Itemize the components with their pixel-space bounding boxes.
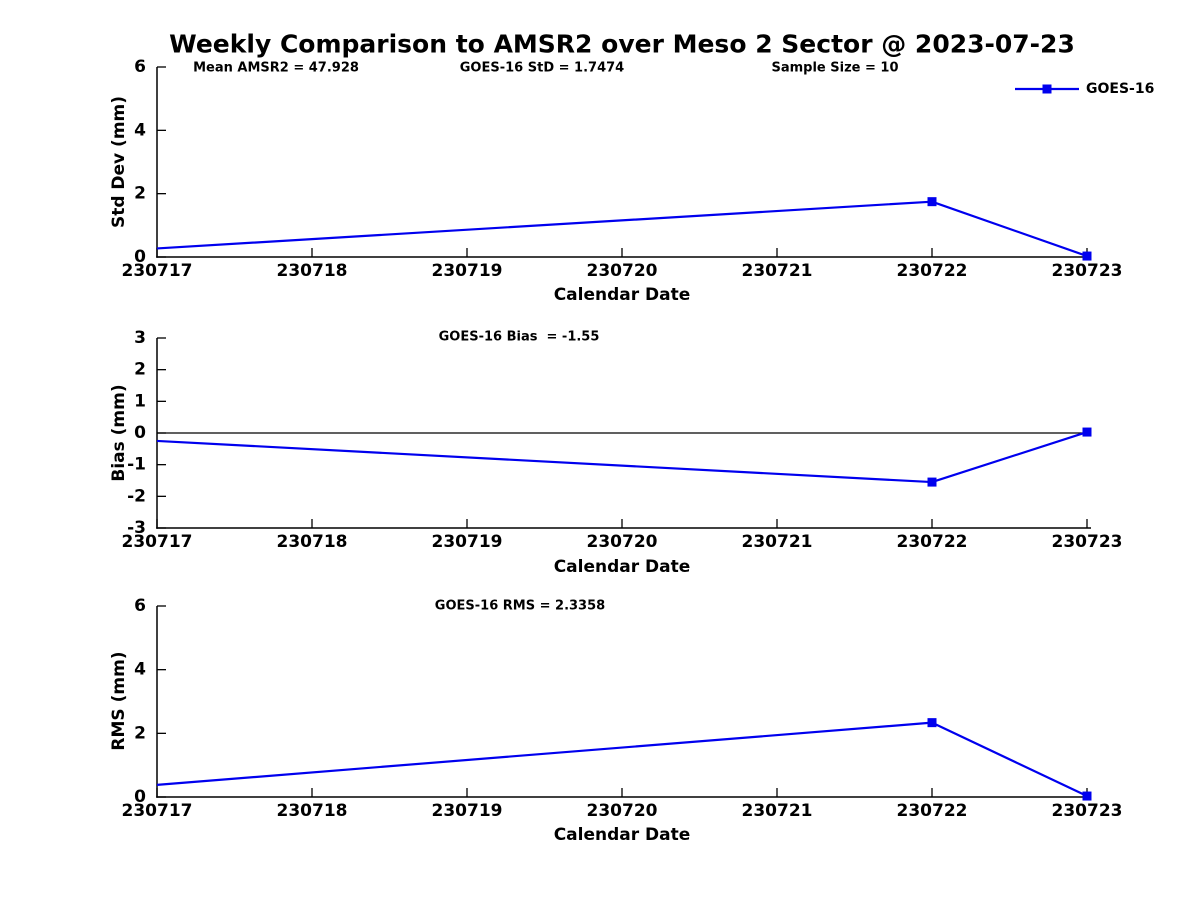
y-tick-label: 0 <box>134 787 146 807</box>
x-tick-label: 230717 <box>122 532 193 552</box>
x-tick-label: 230720 <box>587 261 658 281</box>
y-tick-label: -3 <box>127 518 146 538</box>
data-marker <box>927 197 937 207</box>
x-tick-label: 230718 <box>277 801 348 821</box>
x-axis-label-3: Calendar Date <box>553 825 691 845</box>
x-tick-label: 230719 <box>432 532 503 552</box>
x-tick-label: 230723 <box>1052 532 1123 552</box>
y-tick-label: 6 <box>134 57 146 77</box>
x-axis-label-2: Calendar Date <box>553 557 691 577</box>
y-tick-label: -1 <box>127 455 146 475</box>
x-tick-label: 230721 <box>742 261 813 281</box>
y-tick-label: 2 <box>134 360 146 380</box>
x-tick-label: 230718 <box>277 532 348 552</box>
x-tick-label: 230719 <box>432 801 503 821</box>
y-axis-label-stddev: Std Dev (mm) <box>109 95 129 229</box>
x-tick-label: 230719 <box>432 261 503 281</box>
data-marker <box>1082 251 1092 261</box>
y-tick-label: -2 <box>127 486 146 506</box>
annotation-sample-size: Sample Size = 10 <box>771 60 899 76</box>
y-tick-label: 1 <box>134 391 146 411</box>
legend: GOES-16 <box>1014 80 1154 98</box>
data-marker <box>927 718 937 728</box>
y-tick-label: 0 <box>134 247 146 267</box>
x-tick-label: 230718 <box>277 261 348 281</box>
x-tick-label: 230723 <box>1052 261 1123 281</box>
x-axis-label-1: Calendar Date <box>553 285 691 305</box>
legend-line-sample <box>1015 84 1079 94</box>
data-marker <box>1082 427 1092 437</box>
data-line-goes-16 <box>156 721 1088 798</box>
figure-title: Weekly Comparison to AMSR2 over Meso 2 S… <box>169 29 1075 59</box>
x-tick-label: 230717 <box>122 261 193 281</box>
y-tick-label: 2 <box>134 184 146 204</box>
x-tick-label: 230721 <box>742 801 813 821</box>
x-tick-label: 230717 <box>122 801 193 821</box>
data-marker <box>927 477 937 487</box>
data-line-goes-16 <box>156 431 1088 484</box>
annotation-goes16-rms: GOES-16 RMS = 2.3358 <box>434 598 606 614</box>
data-line-goes-16 <box>156 200 1088 258</box>
data-marker <box>1082 791 1092 801</box>
y-tick-label: 2 <box>134 723 146 743</box>
subplot-1: 230717 230718 230719 230720 230721 230722 2307… <box>122 57 1123 281</box>
y-tick-label: 4 <box>134 660 146 680</box>
y-tick-label: 0 <box>134 423 146 443</box>
x-tick-label: 230720 <box>587 532 658 552</box>
y-tick-label: 4 <box>134 120 146 140</box>
subplot-3: 230717 230718 230719 230720 230721 230722 2307… <box>122 596 1123 821</box>
x-tick-label: 230721 <box>742 532 813 552</box>
y-tick-label: 6 <box>134 596 146 616</box>
y-axis-label-rms: RMS (mm) <box>109 651 129 751</box>
legend-label: GOES-16 <box>1086 81 1155 97</box>
subplot-2: 230717 230718 230719 230720 230721 230722 2307… <box>122 328 1123 552</box>
x-tick-label: 230722 <box>897 261 968 281</box>
y-tick-label: 3 <box>134 328 146 348</box>
annotation-mean-amsr2: Mean AMSR2 = 47.928 <box>193 60 359 76</box>
x-tick-label: 230722 <box>897 801 968 821</box>
annotation-goes16-bias: GOES-16 Bias = -1.55 <box>438 329 600 345</box>
y-axis-label-bias: Bias (mm) <box>109 384 129 482</box>
x-tick-label: 230722 <box>897 532 968 552</box>
x-tick-label: 230720 <box>587 801 658 821</box>
x-tick-label: 230723 <box>1052 801 1123 821</box>
legend-marker-icon <box>1042 84 1052 94</box>
annotation-goes16-std: GOES-16 StD = 1.7474 <box>459 60 625 76</box>
